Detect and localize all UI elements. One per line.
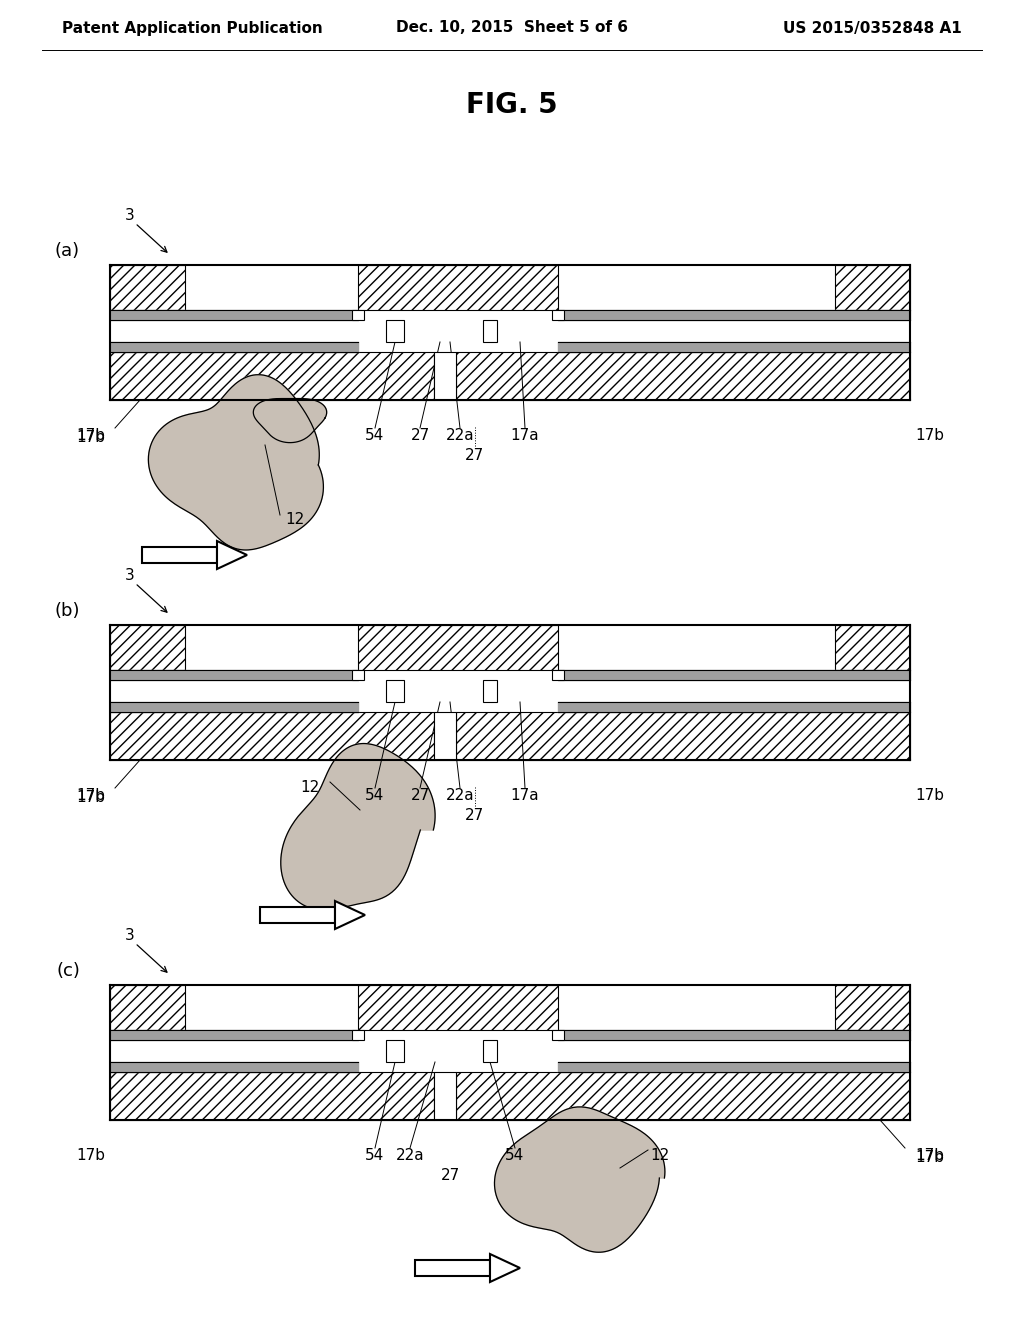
Bar: [386, 319, 404, 342]
Bar: [386, 680, 404, 702]
Text: (b): (b): [54, 602, 80, 620]
Bar: [456, 711, 910, 760]
Bar: [835, 985, 910, 1030]
Bar: [352, 671, 364, 680]
Polygon shape: [495, 1107, 665, 1253]
Bar: [358, 265, 558, 310]
Text: 17a: 17a: [511, 788, 540, 803]
Text: 12: 12: [300, 780, 319, 795]
Text: 12: 12: [650, 1148, 670, 1163]
Bar: [110, 624, 185, 671]
Text: 27: 27: [411, 428, 430, 444]
Bar: [415, 1261, 490, 1276]
Text: (a): (a): [55, 242, 80, 260]
Text: 17b: 17b: [915, 428, 944, 444]
Polygon shape: [148, 375, 324, 550]
Bar: [552, 671, 564, 680]
Text: 3: 3: [125, 928, 135, 942]
Text: 17b: 17b: [76, 428, 105, 444]
Text: 27: 27: [465, 447, 484, 463]
Bar: [386, 1040, 404, 1063]
Text: 17b: 17b: [915, 788, 944, 803]
Text: 3: 3: [125, 207, 135, 223]
Text: Patent Application Publication: Patent Application Publication: [62, 21, 323, 36]
Bar: [110, 265, 185, 310]
Bar: [483, 1040, 497, 1063]
Text: 54: 54: [366, 428, 385, 444]
Text: 27: 27: [411, 788, 430, 803]
Polygon shape: [490, 1254, 520, 1282]
Polygon shape: [281, 743, 435, 909]
Bar: [352, 1030, 364, 1040]
Bar: [110, 352, 434, 400]
Bar: [110, 711, 434, 760]
Bar: [835, 624, 910, 671]
Polygon shape: [335, 902, 365, 929]
Text: (c): (c): [56, 962, 80, 979]
Text: 27: 27: [440, 1168, 460, 1183]
Text: 22a: 22a: [395, 1148, 424, 1163]
Text: 54: 54: [366, 1148, 385, 1163]
Bar: [552, 310, 564, 319]
Bar: [483, 680, 497, 702]
Bar: [434, 711, 456, 760]
Text: 22a: 22a: [445, 428, 474, 444]
Bar: [110, 1072, 434, 1119]
Text: 17b: 17b: [915, 1150, 944, 1166]
Bar: [110, 985, 185, 1030]
Text: 17b: 17b: [76, 430, 105, 445]
Text: Dec. 10, 2015  Sheet 5 of 6: Dec. 10, 2015 Sheet 5 of 6: [396, 21, 628, 36]
Bar: [835, 265, 910, 310]
Text: 27: 27: [465, 808, 484, 822]
Text: 12: 12: [285, 512, 304, 528]
Text: US 2015/0352848 A1: US 2015/0352848 A1: [783, 21, 962, 36]
Text: 17b: 17b: [915, 1148, 944, 1163]
Text: 17a: 17a: [511, 428, 540, 444]
Bar: [142, 546, 217, 564]
Bar: [483, 319, 497, 342]
Text: 17b: 17b: [76, 788, 105, 803]
Bar: [352, 310, 364, 319]
Bar: [358, 624, 558, 671]
Polygon shape: [217, 541, 247, 569]
Text: 17b: 17b: [76, 789, 105, 805]
Bar: [456, 352, 910, 400]
Text: 54: 54: [366, 788, 385, 803]
Bar: [552, 1030, 564, 1040]
Text: 17b: 17b: [76, 1148, 105, 1163]
Polygon shape: [253, 399, 327, 442]
Text: 22a: 22a: [445, 788, 474, 803]
Bar: [456, 1072, 910, 1119]
Text: 54: 54: [506, 1148, 524, 1163]
Bar: [434, 1072, 456, 1119]
Bar: [260, 907, 335, 923]
Bar: [434, 352, 456, 400]
Text: FIG. 5: FIG. 5: [466, 91, 558, 119]
Text: 3: 3: [125, 568, 135, 582]
Bar: [358, 985, 558, 1030]
